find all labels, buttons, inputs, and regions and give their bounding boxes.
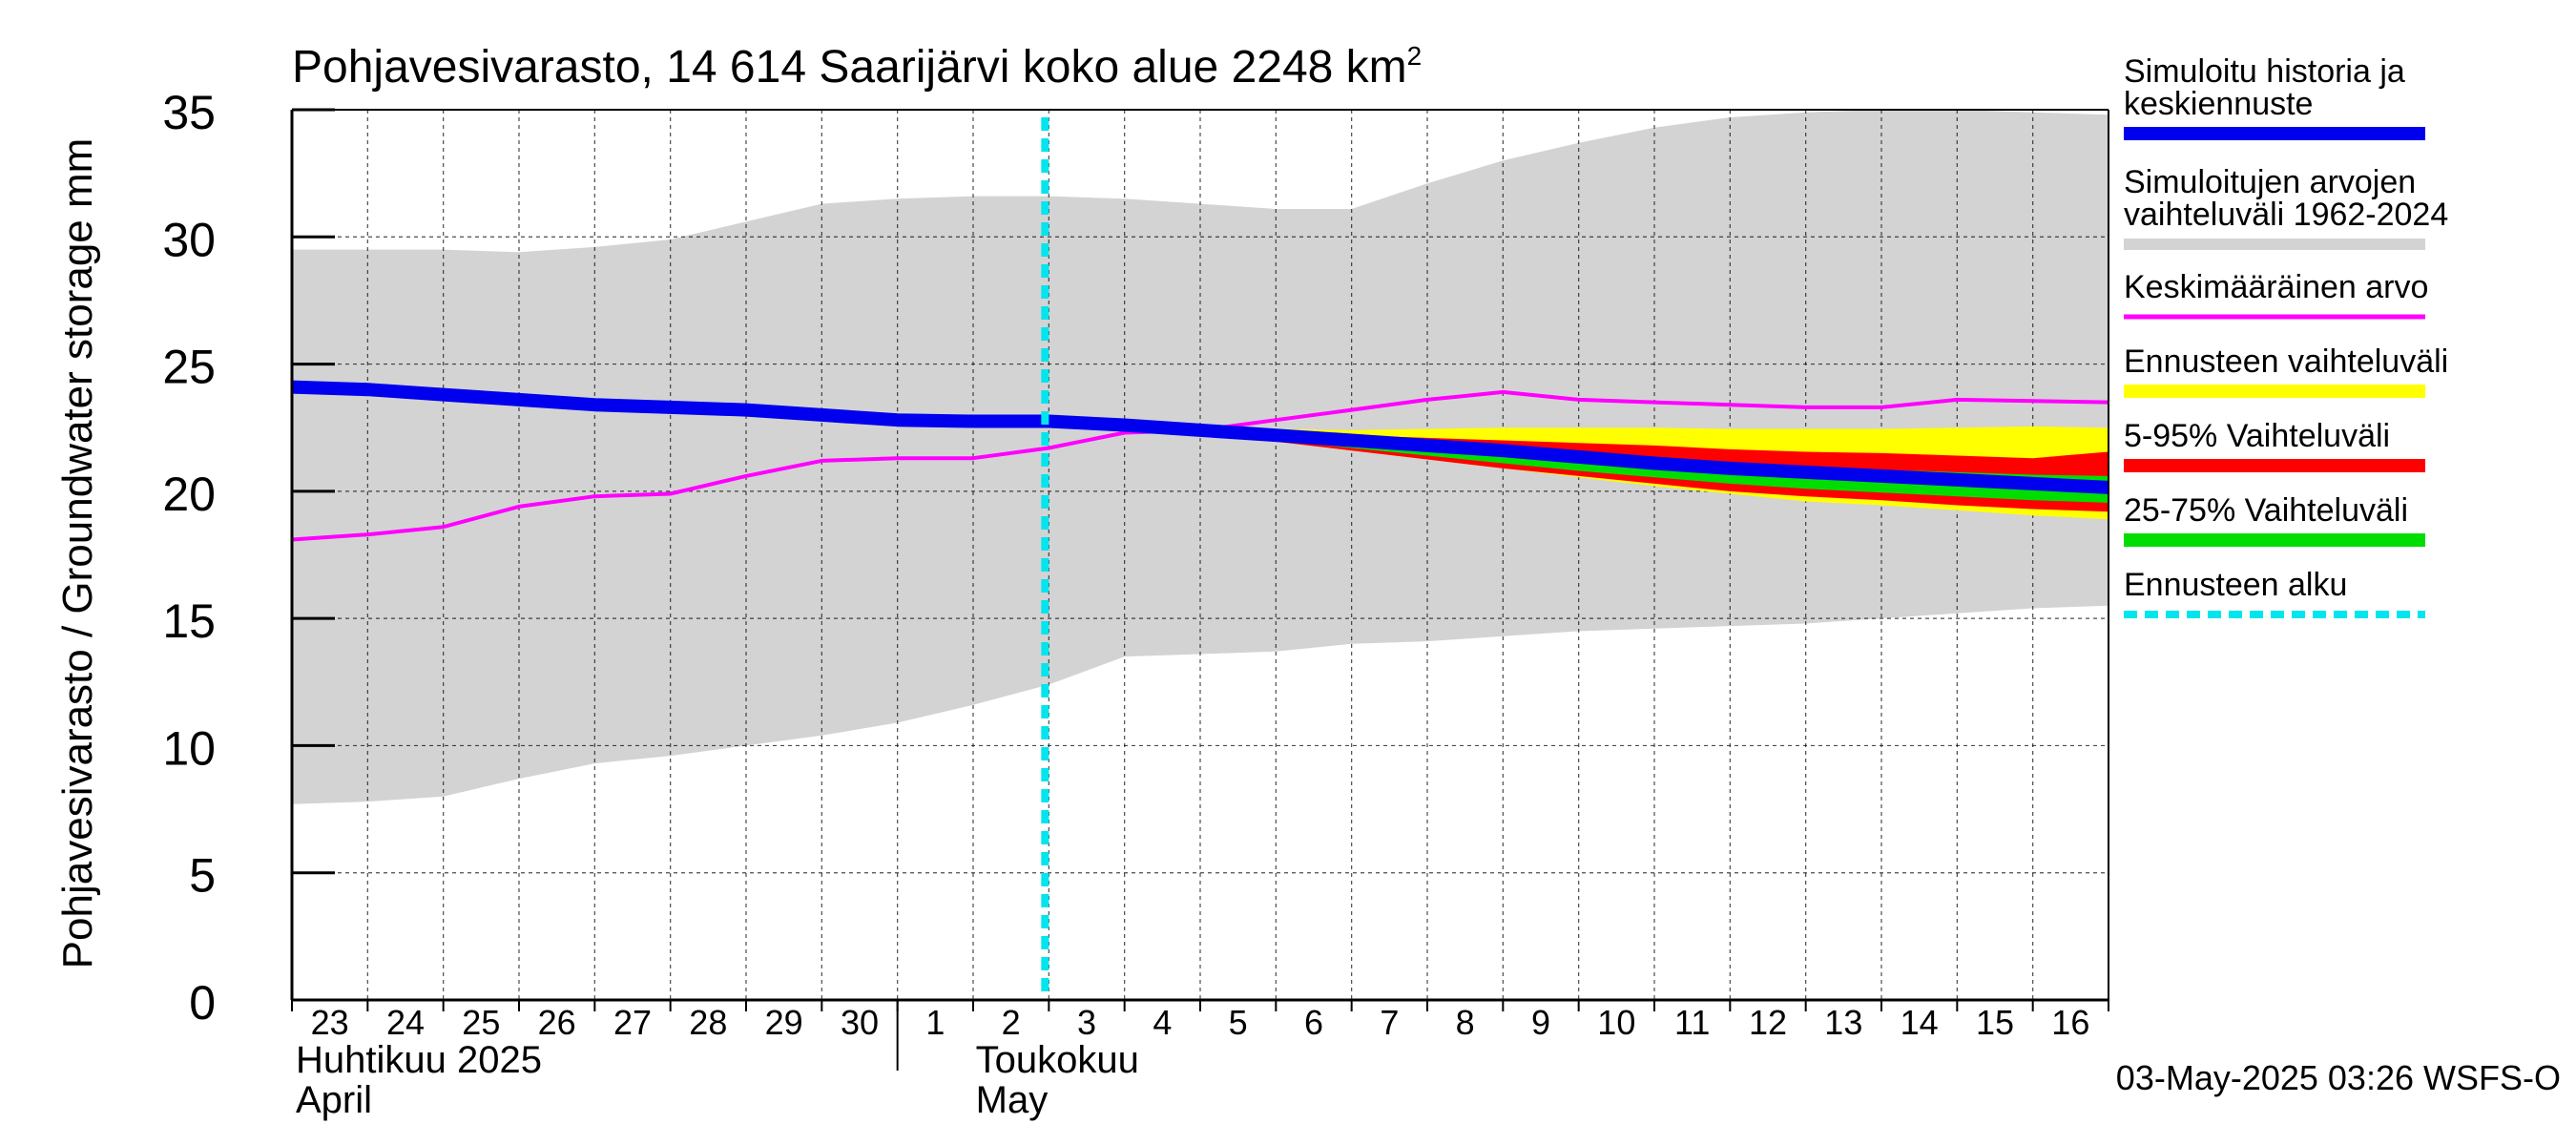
legend-label: Simuloitu historia ja keskiennuste bbox=[2124, 53, 2405, 122]
month-label-april-fi: Huhtikuu 2025 bbox=[296, 1039, 542, 1081]
x-tick-label: 24 bbox=[386, 1003, 425, 1042]
x-tick-label: 14 bbox=[1901, 1003, 1939, 1042]
x-tick-label: 1 bbox=[925, 1003, 945, 1042]
legend-label: Simuloitujen arvojen vaihteluväli 1962-20… bbox=[2124, 164, 2448, 233]
y-tick-label: 5 bbox=[189, 849, 216, 903]
x-tick-label: 4 bbox=[1153, 1003, 1172, 1042]
month-label-may-en: May bbox=[976, 1079, 1049, 1121]
legend-label: 5-95% Vaihteluväli bbox=[2124, 418, 2390, 454]
chart-title: Pohjavesivarasto, 14 614 Saarijärvi koko… bbox=[292, 41, 1422, 93]
x-tick-label: 2 bbox=[1002, 1003, 1021, 1042]
x-tick-label: 30 bbox=[841, 1003, 879, 1042]
simulated-history-line bbox=[291, 380, 2109, 494]
x-tick-label: 3 bbox=[1077, 1003, 1096, 1042]
x-tick-label: 12 bbox=[1749, 1003, 1787, 1042]
x-tick-label: 9 bbox=[1531, 1003, 1550, 1042]
x-tick-label: 28 bbox=[689, 1003, 727, 1042]
x-tick-label: 27 bbox=[613, 1003, 652, 1042]
month-label-may-fi: Toukokuu bbox=[976, 1039, 1139, 1081]
x-tick-label: 11 bbox=[1674, 1003, 1710, 1042]
y-axis-label: Pohjavesivarasto / Groundwater storage m… bbox=[54, 138, 101, 969]
month-label-april-en: April bbox=[296, 1079, 372, 1121]
legend-label: 25-75% Vaihteluväli bbox=[2124, 492, 2408, 529]
legend-label: Ennusteen alku bbox=[2124, 567, 2347, 603]
y-tick-label: 30 bbox=[162, 213, 216, 266]
chart-title-text: Pohjavesivarasto, 14 614 Saarijärvi koko… bbox=[292, 42, 1407, 93]
y-tick-label: 35 bbox=[162, 86, 216, 139]
legend-label: Keskimääräinen arvo bbox=[2124, 269, 2428, 305]
y-tick-label: 15 bbox=[162, 594, 216, 648]
legend: Simuloitu historia ja keskiennuste Simuloi… bbox=[2124, 53, 2448, 618]
x-tick-label: 6 bbox=[1304, 1003, 1323, 1042]
x-tick-label: 26 bbox=[538, 1003, 576, 1042]
timestamp: 03-May-2025 03:26 WSFS-O bbox=[2116, 1058, 2561, 1097]
x-tick-label: 8 bbox=[1456, 1003, 1475, 1042]
plot-area bbox=[291, 110, 2109, 1000]
legend-label: Ennusteen vaihteluväli bbox=[2124, 344, 2448, 380]
x-tick-label: 15 bbox=[1976, 1003, 2014, 1042]
x-tick-label: 10 bbox=[1597, 1003, 1635, 1042]
chart-title-superscript: 2 bbox=[1407, 41, 1423, 71]
y-tick-label: 0 bbox=[189, 976, 216, 1030]
y-tick-label: 20 bbox=[162, 468, 216, 521]
y-tick-label: 10 bbox=[162, 721, 216, 775]
x-tick-label: 16 bbox=[2051, 1003, 2089, 1042]
y-tick-label: 25 bbox=[162, 341, 216, 394]
x-tick-label: 7 bbox=[1380, 1003, 1399, 1042]
x-tick-label: 29 bbox=[765, 1003, 803, 1042]
x-tick-label: 23 bbox=[311, 1003, 349, 1042]
x-tick-label: 5 bbox=[1229, 1003, 1248, 1042]
x-tick-label: 13 bbox=[1824, 1003, 1862, 1042]
x-tick-label: 25 bbox=[462, 1003, 500, 1042]
